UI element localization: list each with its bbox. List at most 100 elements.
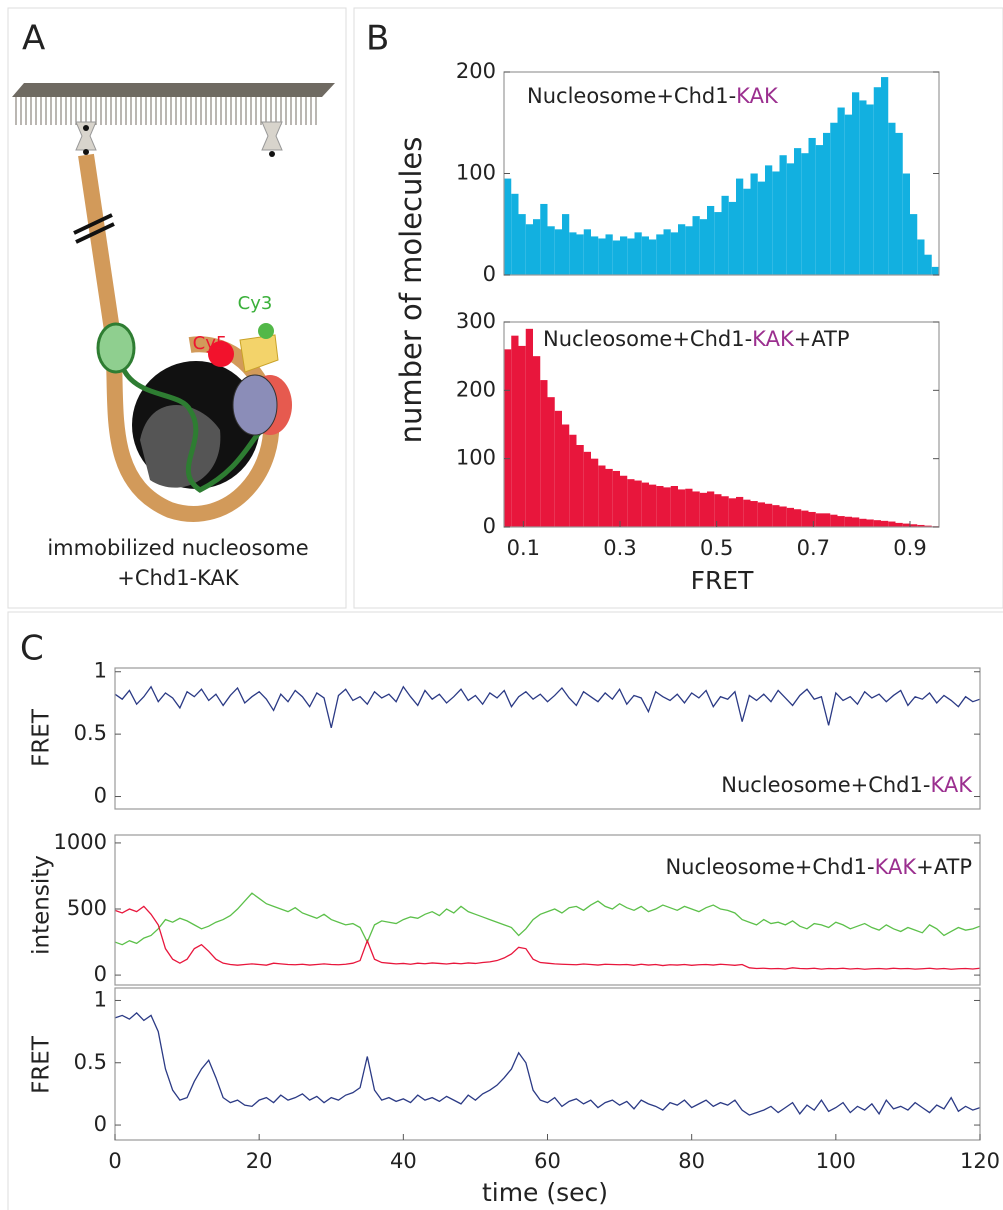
bar [663, 229, 671, 275]
bar [533, 219, 541, 275]
x-tick-label: 0.5 [700, 536, 733, 560]
bar [902, 173, 910, 275]
annotation-part: Nucleosome+Chd1- [721, 773, 930, 797]
bar [728, 201, 736, 275]
bar [547, 226, 555, 275]
plot-frame [114, 834, 981, 986]
bar [685, 488, 693, 527]
y-tick-label: 100 [456, 446, 496, 470]
bar [910, 214, 918, 275]
bar [525, 224, 533, 275]
y-tick-label: 200 [456, 59, 496, 83]
bar [837, 107, 845, 276]
bar [924, 254, 932, 275]
bar [540, 203, 548, 275]
caption: immobilized nucleosome [47, 536, 308, 560]
x-tick-label: 20 [246, 1149, 273, 1173]
bar [707, 205, 715, 275]
annotation: Nucleosome+Chd1-KAK [721, 773, 973, 797]
bar [931, 266, 939, 275]
bar [678, 489, 686, 527]
y-tick-label: 500 [67, 896, 107, 920]
annotation-part: KAK [875, 855, 918, 879]
bar [779, 155, 787, 275]
bar [518, 214, 526, 275]
bar [794, 509, 802, 527]
y-axis-label: intensity [29, 855, 55, 955]
bar [823, 132, 831, 275]
y-tick-label: 0 [483, 262, 496, 286]
bar [910, 524, 918, 527]
panel-b-box [353, 7, 1003, 609]
bar [627, 479, 635, 527]
bar [881, 520, 889, 527]
annotation: Nucleosome+Chd1-KAK+ATP [543, 327, 850, 351]
bar [699, 492, 707, 527]
y-tick-label: 200 [456, 377, 496, 401]
annotation-part: KAK [930, 773, 973, 797]
bar [569, 434, 577, 527]
annotation-part: KAK [752, 327, 795, 351]
bar [576, 234, 584, 275]
bar [852, 517, 860, 527]
x-tick-label: 120 [960, 1149, 1000, 1173]
plot-frame [114, 987, 981, 1141]
x-tick-label: 0 [108, 1149, 121, 1173]
bar [765, 165, 773, 275]
bar [772, 171, 780, 275]
bar [591, 458, 599, 527]
bar [714, 212, 722, 275]
y-tick-label: 300 [456, 309, 496, 333]
annotation-part: +ATP [794, 327, 850, 351]
caption: +Chd1-KAK [117, 566, 240, 590]
bar [562, 424, 570, 527]
annotation: Nucleosome+Chd1-KAK+ATP [665, 855, 972, 879]
bar [634, 480, 642, 527]
bar [852, 92, 860, 275]
bar [888, 521, 896, 527]
bar [612, 240, 620, 275]
bar [620, 236, 628, 275]
bar [808, 511, 816, 527]
bar [823, 513, 831, 527]
bar [844, 114, 852, 275]
annotation: Nucleosome+Chd1-KAK [527, 84, 779, 108]
bar [757, 502, 765, 527]
bar [518, 345, 526, 527]
bar [511, 335, 519, 527]
bar [540, 380, 548, 527]
x-tick-label: 0.9 [893, 536, 926, 560]
trace-line [114, 892, 981, 946]
bar [525, 328, 533, 527]
x-tick-label: 40 [390, 1149, 417, 1173]
bar [736, 178, 744, 275]
bar [649, 484, 657, 527]
y-tick-label: 0 [94, 1112, 107, 1136]
x-axis-label: FRET [691, 566, 755, 595]
bar [772, 505, 780, 527]
bar [873, 87, 881, 275]
bar [707, 491, 715, 527]
bar [917, 524, 925, 527]
panel-label: B [366, 19, 389, 59]
panel-label: C [20, 629, 44, 669]
bar [786, 163, 794, 275]
panel-a-box [7, 7, 347, 609]
x-tick-label: 60 [534, 1149, 561, 1173]
bar [895, 132, 903, 275]
bar [844, 516, 852, 527]
dye-label: Cy5 [193, 333, 228, 354]
bar [547, 397, 555, 527]
bar [576, 445, 584, 527]
bar [583, 229, 591, 275]
bar [721, 195, 729, 275]
bar [554, 229, 562, 275]
bar [902, 523, 910, 527]
x-tick-label: 0.1 [507, 536, 540, 560]
bar [598, 238, 606, 275]
annotation-part: Nucleosome+Chd1- [665, 855, 874, 879]
bar [830, 122, 838, 275]
bar [533, 356, 541, 527]
bar [859, 518, 867, 527]
